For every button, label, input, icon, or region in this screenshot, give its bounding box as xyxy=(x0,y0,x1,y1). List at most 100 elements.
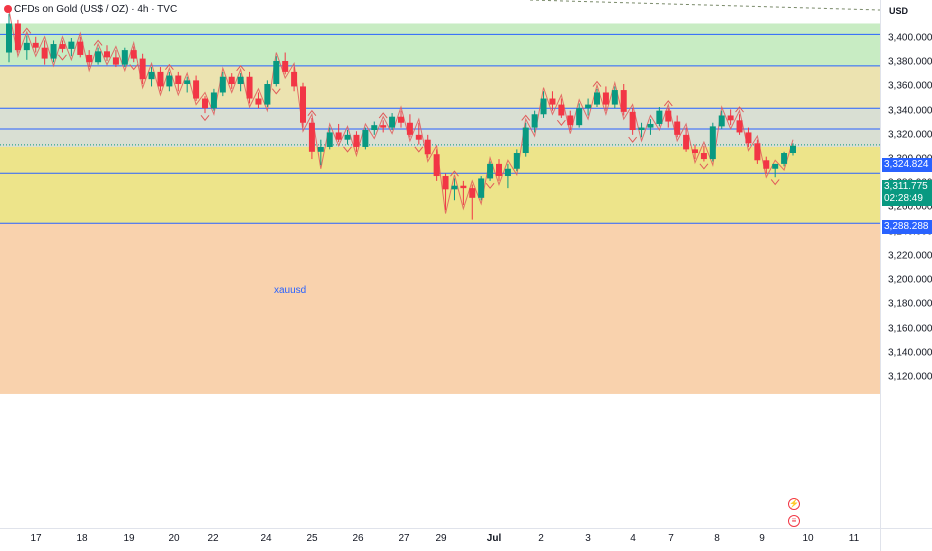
candle-body xyxy=(522,127,529,154)
arrow-down-mark xyxy=(58,54,67,61)
time-tick: 8 xyxy=(714,533,720,544)
candle-body xyxy=(50,44,57,59)
arrow-down-mark xyxy=(129,64,139,71)
time-axis[interactable]: 17 18 19 20 22 24 25 26 27 29 Jul 2 3 4 7 8 9 10 11 xyxy=(0,528,880,551)
candle-body xyxy=(727,115,734,121)
time-tick: 19 xyxy=(123,533,135,544)
candle-body xyxy=(718,115,725,127)
arrow-up-mark xyxy=(22,27,32,34)
candle-body xyxy=(68,41,75,49)
time-tick: 17 xyxy=(30,533,42,544)
upper-level-price-label: 3,324.824 xyxy=(882,158,932,172)
candle-body xyxy=(14,23,21,51)
symbol-title[interactable]: CFDs on Gold (US$ / OZ) · 4h · TVC xyxy=(4,4,177,15)
time-tick: 20 xyxy=(168,533,180,544)
candle-body xyxy=(451,185,458,190)
lightning-icon[interactable]: ⚡ xyxy=(788,498,800,510)
time-tick: 4 xyxy=(630,533,636,544)
zone-salmon xyxy=(0,223,880,394)
market-status-icon xyxy=(4,5,12,13)
arrow-down-mark xyxy=(343,146,352,153)
price-tick: 3,360.000 xyxy=(888,80,932,92)
price-tick: 3,200.000 xyxy=(888,274,932,286)
zone-green xyxy=(0,23,880,66)
current-price-label: 3,311.775 02:28:49 xyxy=(882,180,932,206)
time-tick: 24 xyxy=(260,533,272,544)
candle-body xyxy=(121,50,128,65)
arrow-up-mark xyxy=(592,80,602,87)
candle-body xyxy=(496,163,502,177)
candle-body xyxy=(255,98,262,105)
candle-body xyxy=(683,134,690,150)
candle-body xyxy=(549,98,556,105)
arrow-up-mark xyxy=(450,170,459,177)
time-tick: Jul xyxy=(486,533,502,544)
candle-body xyxy=(344,134,351,140)
candle-body xyxy=(166,75,173,87)
time-tick: 11 xyxy=(848,533,860,544)
price-tick: 3,140.000 xyxy=(888,347,932,359)
axis-corner xyxy=(880,528,932,551)
candle-body xyxy=(353,134,360,147)
candle-body xyxy=(112,57,119,65)
time-tick: 10 xyxy=(802,533,814,544)
candle-body xyxy=(148,71,155,80)
arrow-up-mark xyxy=(521,114,531,121)
arrow-down-mark xyxy=(414,146,424,153)
candle-body xyxy=(86,54,93,63)
candle-body xyxy=(469,188,476,198)
candle-body xyxy=(700,153,707,160)
candle-body xyxy=(95,51,102,63)
candle-countdown: 02:28:49 xyxy=(884,193,923,204)
time-tick: 2 xyxy=(538,533,544,544)
candle-body xyxy=(59,44,66,49)
current-price-value: 3,311.775 xyxy=(884,181,928,192)
price-tick: 3,260.000 xyxy=(888,201,932,213)
price-axis[interactable]: USD 3,400.000 3,380.000 3,360.000 3,340.000… xyxy=(880,0,932,528)
arrow-down-mark xyxy=(200,115,210,122)
candle-body xyxy=(745,132,752,144)
candle-body xyxy=(308,122,315,152)
price-tick: 3,380.000 xyxy=(888,56,932,68)
candlestick-chart[interactable] xyxy=(0,0,880,528)
candle-body xyxy=(594,92,600,105)
us-flag-icon[interactable]: ≡ xyxy=(788,515,800,527)
candle-body xyxy=(540,98,547,115)
candle-body xyxy=(77,41,84,55)
candle-body xyxy=(282,61,289,72)
zone-tan xyxy=(0,65,880,109)
candle-body xyxy=(513,153,520,169)
candle-body xyxy=(504,168,511,177)
candle-body xyxy=(611,90,618,105)
candle-body xyxy=(620,90,627,112)
candle-body xyxy=(104,51,110,58)
price-tick: 3,400.000 xyxy=(888,32,932,44)
candle-body xyxy=(754,143,761,161)
time-tick: 3 xyxy=(585,533,591,544)
candle-body xyxy=(442,176,449,190)
candle-body xyxy=(157,71,164,87)
candle-body xyxy=(674,121,681,135)
arrow-up-mark xyxy=(307,109,317,116)
chart-plot-area[interactable]: CFDs on Gold (US$ / OZ) · 4h · TVC xauus… xyxy=(0,0,880,528)
price-tick: 3,340.000 xyxy=(888,105,932,117)
arrow-up-mark xyxy=(378,112,388,119)
candle-body xyxy=(415,134,422,140)
candle-body xyxy=(228,76,235,85)
time-tick: 18 xyxy=(76,533,88,544)
candle-body xyxy=(398,116,404,123)
time-tick: 29 xyxy=(435,533,447,544)
time-tick: 25 xyxy=(306,533,318,544)
candle-body xyxy=(772,163,779,169)
candle-body xyxy=(184,80,191,85)
candle-body xyxy=(790,145,796,154)
time-tick: 22 xyxy=(207,533,219,544)
currency-label[interactable]: USD xyxy=(889,6,909,16)
zone-yellow xyxy=(0,146,880,224)
candle-body xyxy=(424,139,431,155)
candle-body xyxy=(380,125,387,128)
drawing-label[interactable]: xauusd xyxy=(274,285,307,296)
candle-body xyxy=(362,130,369,147)
time-tick: 27 xyxy=(398,533,410,544)
candle-body xyxy=(202,98,208,109)
